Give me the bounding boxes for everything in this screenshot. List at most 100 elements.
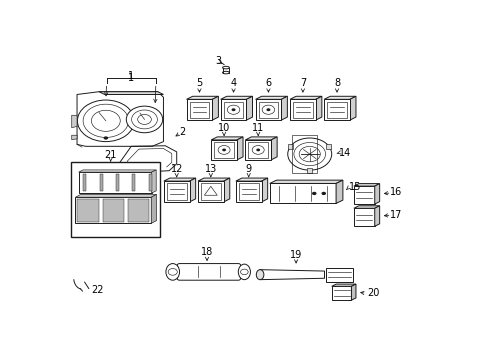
Polygon shape bbox=[331, 284, 355, 286]
Bar bbox=[189, 102, 209, 118]
Polygon shape bbox=[374, 184, 379, 204]
Text: 14: 14 bbox=[339, 148, 351, 158]
Circle shape bbox=[256, 149, 260, 151]
Ellipse shape bbox=[165, 264, 179, 280]
Text: 22: 22 bbox=[91, 285, 103, 295]
FancyBboxPatch shape bbox=[177, 264, 240, 280]
Bar bbox=[255, 99, 281, 120]
Polygon shape bbox=[151, 194, 156, 224]
Bar bbox=[166, 183, 186, 200]
Polygon shape bbox=[324, 96, 355, 99]
Text: 10: 10 bbox=[218, 123, 230, 133]
Text: 4: 4 bbox=[230, 78, 236, 89]
Bar bbox=[223, 102, 243, 118]
Polygon shape bbox=[289, 96, 321, 99]
Polygon shape bbox=[245, 137, 277, 140]
Bar bbox=[289, 99, 315, 120]
Bar bbox=[79, 172, 151, 193]
Bar bbox=[235, 181, 261, 202]
Bar bbox=[269, 184, 335, 203]
Bar bbox=[245, 140, 270, 160]
Polygon shape bbox=[260, 270, 324, 280]
Bar bbox=[325, 144, 331, 149]
Text: 2: 2 bbox=[179, 127, 185, 137]
Bar bbox=[306, 168, 312, 173]
Text: 20: 20 bbox=[367, 288, 379, 298]
Circle shape bbox=[103, 136, 108, 140]
Circle shape bbox=[77, 100, 134, 141]
Circle shape bbox=[321, 192, 325, 195]
Bar bbox=[214, 142, 233, 158]
Polygon shape bbox=[349, 96, 355, 120]
Bar bbox=[353, 208, 374, 226]
Polygon shape bbox=[315, 96, 321, 120]
Bar bbox=[102, 199, 123, 222]
Text: 15: 15 bbox=[348, 182, 360, 192]
Text: 3: 3 bbox=[215, 56, 221, 66]
Bar bbox=[324, 99, 349, 120]
Bar bbox=[77, 199, 99, 222]
Polygon shape bbox=[72, 115, 77, 128]
Text: 8: 8 bbox=[333, 78, 339, 89]
Text: 17: 17 bbox=[389, 210, 402, 220]
Polygon shape bbox=[255, 96, 287, 99]
Bar bbox=[83, 174, 86, 192]
Circle shape bbox=[222, 149, 225, 151]
Circle shape bbox=[287, 138, 331, 170]
Bar bbox=[331, 286, 351, 300]
Bar bbox=[292, 102, 312, 118]
Polygon shape bbox=[75, 194, 156, 197]
Circle shape bbox=[126, 106, 163, 133]
Bar bbox=[75, 197, 151, 224]
Polygon shape bbox=[353, 206, 379, 208]
Bar bbox=[198, 181, 223, 202]
Polygon shape bbox=[72, 135, 77, 140]
Bar bbox=[201, 183, 220, 200]
Polygon shape bbox=[270, 137, 277, 160]
Text: 5: 5 bbox=[196, 78, 202, 89]
Polygon shape bbox=[351, 284, 355, 300]
Polygon shape bbox=[186, 96, 218, 99]
Text: 9: 9 bbox=[245, 164, 251, 174]
Polygon shape bbox=[374, 206, 379, 226]
Polygon shape bbox=[212, 96, 218, 120]
Bar bbox=[326, 268, 352, 282]
Bar bbox=[128, 199, 149, 222]
Text: 19: 19 bbox=[289, 250, 302, 260]
Bar bbox=[186, 99, 212, 120]
Text: 1: 1 bbox=[128, 73, 134, 83]
Bar bbox=[163, 181, 189, 202]
Polygon shape bbox=[281, 96, 287, 120]
Polygon shape bbox=[79, 170, 156, 172]
Polygon shape bbox=[353, 184, 379, 186]
Bar bbox=[211, 140, 237, 160]
Polygon shape bbox=[198, 178, 229, 181]
Bar bbox=[148, 174, 151, 192]
Polygon shape bbox=[211, 137, 243, 140]
Ellipse shape bbox=[238, 264, 250, 280]
Polygon shape bbox=[189, 178, 195, 202]
Ellipse shape bbox=[256, 270, 264, 280]
Bar bbox=[116, 174, 119, 192]
Circle shape bbox=[266, 108, 270, 111]
Ellipse shape bbox=[222, 71, 229, 74]
Bar bbox=[258, 102, 278, 118]
Bar bbox=[326, 102, 346, 118]
Bar bbox=[70, 162, 159, 237]
Polygon shape bbox=[237, 137, 243, 160]
Bar bbox=[287, 144, 293, 149]
Polygon shape bbox=[220, 96, 252, 99]
Bar bbox=[353, 186, 374, 204]
Text: 11: 11 bbox=[251, 123, 264, 133]
Bar bbox=[100, 174, 102, 192]
Text: 18: 18 bbox=[201, 247, 213, 257]
Bar bbox=[248, 142, 267, 158]
Circle shape bbox=[231, 108, 235, 111]
Polygon shape bbox=[223, 178, 229, 202]
Text: 13: 13 bbox=[204, 164, 217, 174]
Polygon shape bbox=[235, 178, 267, 181]
Polygon shape bbox=[99, 92, 163, 94]
Text: 6: 6 bbox=[265, 78, 271, 89]
Polygon shape bbox=[335, 180, 342, 203]
Circle shape bbox=[139, 165, 142, 167]
